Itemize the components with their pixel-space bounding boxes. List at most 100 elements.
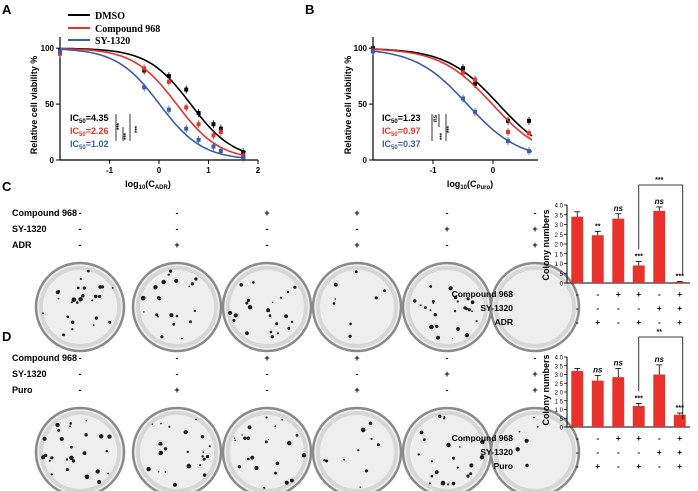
treatment-sign: + [636, 289, 641, 299]
dish-rim [136, 411, 218, 491]
colony-dot [76, 301, 79, 304]
bar [612, 377, 625, 427]
colony-dot [448, 286, 453, 291]
colony-dot [333, 282, 338, 287]
colony-dot [383, 289, 386, 293]
treatment-sign: - [658, 289, 661, 299]
colony-dot [429, 309, 432, 312]
treatment-sign: - [637, 447, 640, 457]
colony-dot [201, 455, 204, 458]
treatment-sign: + [444, 224, 449, 234]
colony-dot [153, 285, 158, 290]
colony-dot [247, 457, 250, 461]
colony-dot [254, 466, 259, 470]
colony-dot [247, 425, 252, 430]
colony-dot [69, 422, 72, 425]
treatment-sign: - [576, 289, 579, 299]
significance-brackets [115, 114, 131, 141]
colony-dot [107, 472, 109, 475]
treatment-sign: + [532, 369, 537, 379]
y-tick-label: 4 0 [555, 356, 564, 362]
colony-dot [65, 468, 69, 472]
colony-dot [276, 332, 280, 335]
x-tick-label: 0 [491, 166, 496, 175]
colony-dot [465, 435, 468, 438]
colony-dot [354, 270, 358, 274]
dish-rim [494, 411, 576, 491]
colony-dot [275, 322, 279, 326]
colony-dot [287, 327, 291, 330]
treatment-sign: - [617, 461, 620, 471]
colony-dot [279, 296, 282, 299]
colony-dot [446, 442, 451, 448]
colony-dot [245, 301, 249, 305]
treatment-sign: - [576, 447, 579, 457]
colony-dot [252, 281, 255, 284]
y-tick-label: 2 0 [555, 243, 564, 249]
colony-dot [98, 294, 102, 299]
treatment-sign: + [636, 433, 641, 443]
bar [632, 406, 645, 427]
colony-dot [93, 324, 95, 326]
colony-dish [489, 406, 581, 491]
colony-dot [94, 316, 99, 320]
y-tick-label: 1 0 [555, 408, 564, 414]
bar [591, 235, 604, 283]
significance-label: ns [655, 355, 665, 364]
colony-dot [334, 298, 337, 300]
colony-dot [160, 422, 162, 425]
treatment-sign: + [677, 289, 682, 299]
condition-label: Puro [12, 385, 33, 395]
treatment-sign: - [658, 461, 661, 471]
panel-label-b: B [305, 2, 314, 17]
colony-dot [453, 309, 457, 313]
colony-bar-chart-puro: Colony numbers Compound 968 SY-1320 Puro… [452, 329, 690, 471]
colony-dot [82, 286, 86, 290]
treatment-sign: + [657, 303, 662, 313]
significance-brackets [431, 114, 447, 141]
colony-dot [419, 430, 424, 435]
colony-dot [146, 466, 151, 472]
colony-dot [71, 459, 76, 463]
colony-dot [69, 445, 73, 449]
dish-rim [406, 411, 488, 491]
dose-response-chart-adr: Relative cell viability % log10(CADR) IC… [29, 37, 261, 191]
y-tick-label: 3 5 [555, 213, 564, 219]
colony-dot [84, 433, 88, 437]
colony-dot [190, 282, 194, 286]
y-tick-label: 0 [560, 426, 564, 432]
colony-dot [246, 298, 250, 302]
colony-dot [94, 296, 97, 299]
treatment-sign: + [532, 385, 537, 395]
colony-dot [295, 433, 299, 437]
treatment-sign: - [176, 224, 179, 234]
colony-dot [55, 290, 60, 295]
condition-label: Compound 968 [12, 208, 77, 218]
significance-label: *** [676, 405, 684, 412]
dish-rim [406, 266, 488, 348]
colony-dot [469, 472, 473, 476]
colony-dish [489, 261, 581, 353]
colony-dot [169, 313, 174, 318]
ic50-label-compound-968: IC50=0.97 [382, 126, 420, 138]
significance-label: ns [614, 358, 624, 367]
colony-dot [360, 427, 366, 433]
colony-dot [155, 313, 159, 317]
treatment-sign: - [79, 224, 82, 234]
y-tick-label: 3 0 [555, 223, 564, 229]
colony-dot [267, 438, 270, 441]
ic50-labels: IC50=1.23 IC50=0.97 IC50=0.37 [382, 113, 420, 151]
treatment-sign: - [356, 369, 359, 379]
colony-dot [430, 474, 434, 478]
colony-dot [48, 459, 51, 462]
dish-rim [39, 266, 121, 348]
ic50-labels: IC50=4.35 IC50=2.26 IC50=1.02 [70, 113, 108, 151]
colony-dot [451, 481, 456, 486]
colony-dot [470, 300, 475, 305]
treatment-sign: + [657, 447, 662, 457]
dish-plate [489, 406, 581, 491]
treatment-sign: - [176, 353, 179, 363]
treatment-sign: - [637, 303, 640, 313]
condition-label: Compound 968 [452, 433, 514, 443]
colony-dot [287, 440, 292, 446]
